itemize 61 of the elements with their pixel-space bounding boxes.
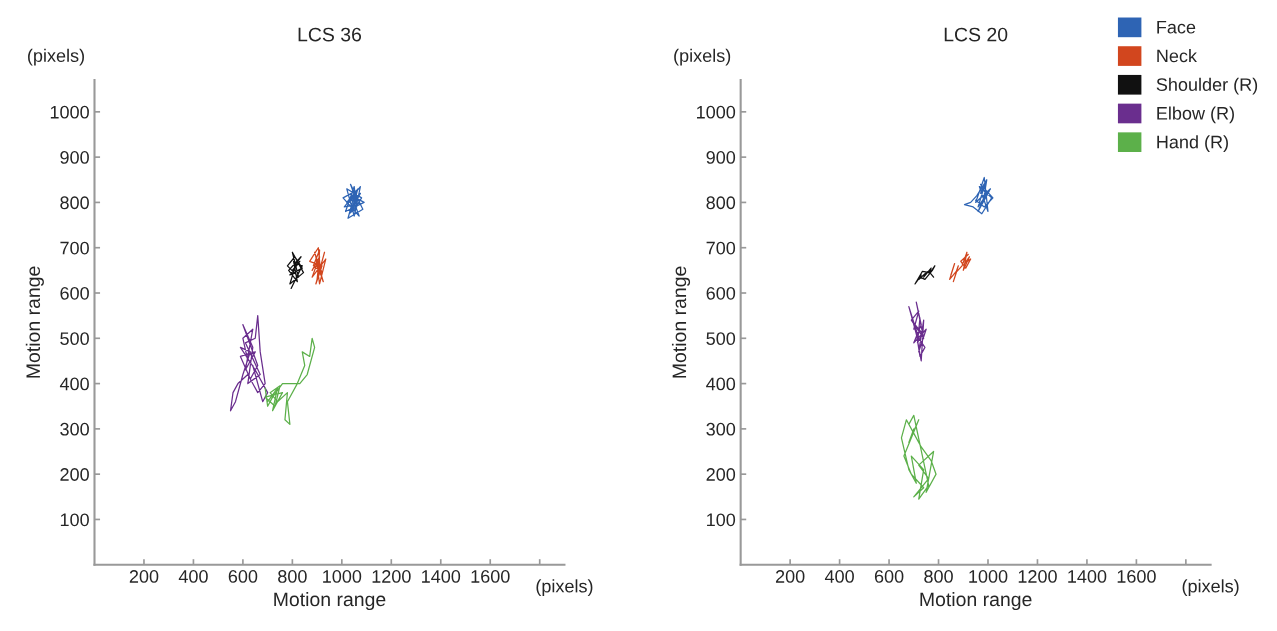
y-tick-label: 400 xyxy=(706,377,736,391)
y-tick-label: 500 xyxy=(60,332,89,346)
y-tick-label: 200 xyxy=(706,468,736,481)
y-tick-label: 500 xyxy=(706,332,736,346)
y-tick-label: 300 xyxy=(60,422,89,436)
y-tick-label: 700 xyxy=(706,241,736,255)
legend-label: Hand (R) xyxy=(1157,135,1228,152)
line-series xyxy=(914,265,936,285)
y-tick-label: 800 xyxy=(60,196,89,210)
y-tick-label: 600 xyxy=(706,286,736,300)
x-tick-label: 200 xyxy=(775,570,805,583)
x-tick-label: 1000 xyxy=(323,570,362,583)
y-axis-title: Motion range xyxy=(671,266,691,378)
x-axis-title: Motion range xyxy=(274,591,386,611)
y-axis-title: Motion range xyxy=(25,266,44,378)
x-tick-label: 1400 xyxy=(422,570,461,583)
line-series xyxy=(949,251,972,283)
y-tick-label: 100 xyxy=(60,513,89,527)
legend-label: Neck xyxy=(1157,49,1198,63)
x-axis-title: Motion range xyxy=(920,591,1032,611)
x-tick-label: 200 xyxy=(129,570,159,583)
x-tick-label: 1200 xyxy=(372,570,411,583)
y-tick-label: 900 xyxy=(60,151,89,164)
y-tick-label: 1000 xyxy=(697,105,736,119)
text: (pixels) xyxy=(536,579,593,597)
text: (pixels) xyxy=(674,48,731,66)
line-series xyxy=(963,176,994,215)
y-tick-label: 900 xyxy=(706,151,736,164)
x-tick-label: 1200 xyxy=(1018,570,1057,583)
x-tick-label: 800 xyxy=(278,570,307,583)
legend-label: Elbow (R) xyxy=(1157,106,1234,124)
line-series xyxy=(286,251,305,290)
y-tick-label: 700 xyxy=(60,241,89,255)
x-tick-label: 1000 xyxy=(969,570,1008,583)
y-tick-label: 100 xyxy=(707,513,736,527)
y-tick-label: 800 xyxy=(706,196,736,210)
line-series xyxy=(229,315,269,412)
x-tick-label: 600 xyxy=(874,570,904,583)
line-series xyxy=(900,414,937,500)
x-tick-label: 1400 xyxy=(1068,570,1107,583)
x-tick-label: 400 xyxy=(824,570,854,583)
line-series xyxy=(342,183,365,219)
chart-title: LCS 20 xyxy=(944,27,1008,42)
text: (pixels) xyxy=(28,48,84,66)
text: (pixels) xyxy=(1182,579,1239,597)
line-series xyxy=(309,247,327,285)
x-tick-label: 600 xyxy=(228,570,258,583)
x-tick-label: 1600 xyxy=(471,570,510,583)
y-tick-label: 200 xyxy=(60,468,89,481)
y-tick-label: 1000 xyxy=(50,105,89,119)
x-tick-label: 1600 xyxy=(1117,570,1156,583)
line-series xyxy=(264,337,316,425)
x-tick-label: 400 xyxy=(178,570,208,583)
y-tick-label: 400 xyxy=(59,377,89,391)
legend-label: Shoulder (R) xyxy=(1156,77,1258,95)
y-tick-label: 300 xyxy=(706,422,736,436)
chart-title: LCS 36 xyxy=(298,27,362,42)
line-series xyxy=(908,301,927,362)
x-tick-label: 800 xyxy=(924,570,953,583)
legend-label: Face xyxy=(1157,20,1196,34)
y-tick-label: 600 xyxy=(60,286,89,300)
